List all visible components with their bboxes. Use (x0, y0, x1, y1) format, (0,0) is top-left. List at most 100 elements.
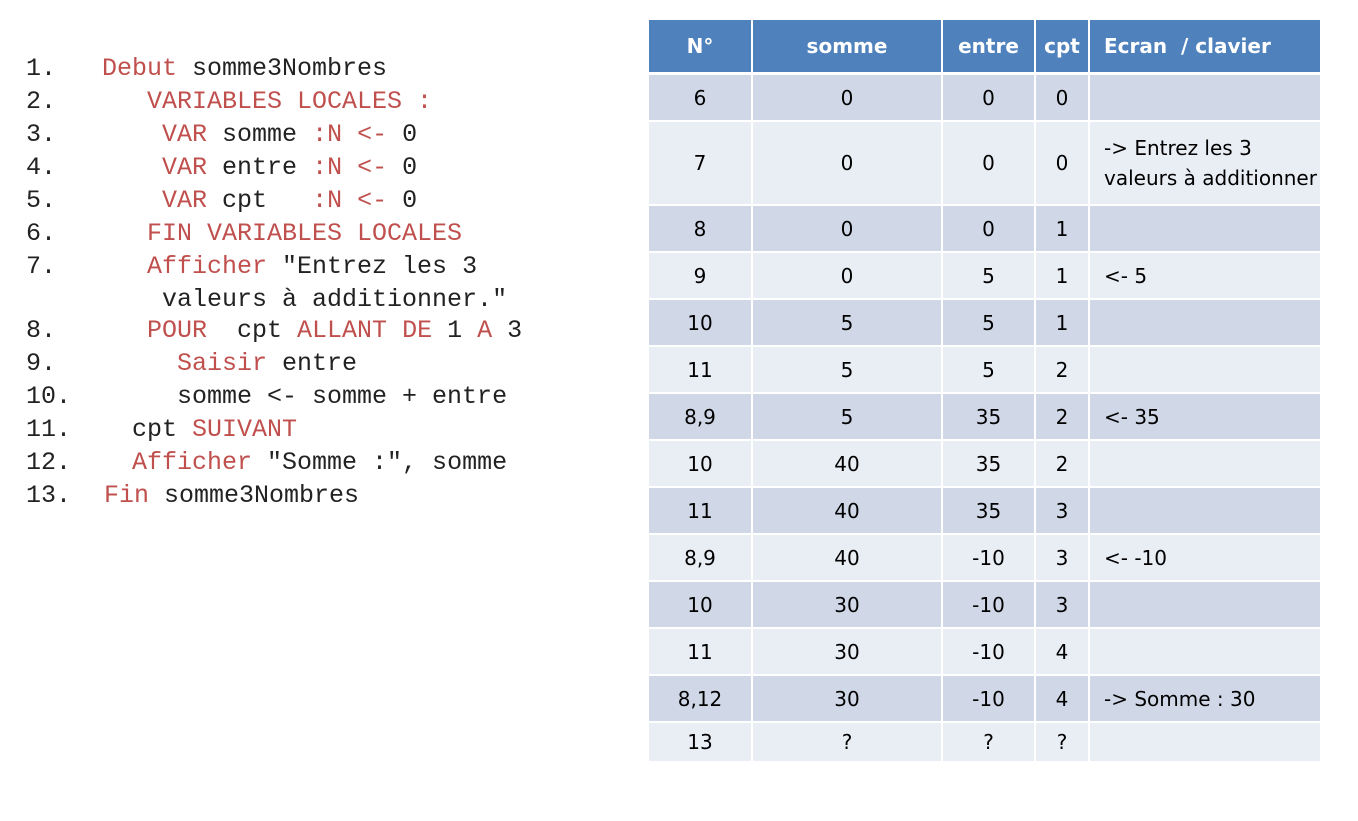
trace-row: 11 30 -10 4 (649, 628, 1322, 676)
cell-cpt: 0 (1035, 73, 1090, 122)
code-text: Debut somme3Nombres (102, 52, 387, 85)
cell-entre: 35 (942, 393, 1036, 441)
trace-row: 10 40 35 2 (649, 440, 1322, 488)
trace-row: 11 40 35 3 (649, 487, 1322, 535)
code-text: Saisir entre (102, 347, 357, 380)
cell-line-number: 13 (649, 722, 753, 763)
code-line: 9. Saisir entre (26, 347, 357, 380)
code-token: somme3Nombres (177, 54, 388, 83)
code-line: 10. somme <- somme + entre (26, 380, 507, 413)
trace-row: 8,12 30 -10 4 -> Somme : 30 (649, 675, 1322, 723)
code-token: 3 (492, 316, 523, 345)
code-token: cpt (207, 186, 313, 215)
line-number: 11. (26, 415, 72, 444)
cell-somme: 40 (752, 534, 943, 582)
code-token: cpt (102, 415, 193, 444)
cell-cpt: ? (1035, 722, 1090, 763)
code-text: VARIABLES LOCALES : (102, 85, 432, 118)
cell-cpt: 2 (1035, 393, 1090, 441)
cell-line-number: 10 (649, 581, 753, 629)
cell-line-number: 8 (649, 205, 753, 253)
line-number: 12. (26, 448, 72, 477)
keyword: ALLANT DE (297, 316, 433, 345)
cell-somme: 30 (752, 675, 943, 723)
line-number: 9. (26, 349, 57, 378)
trace-row: 7 0 0 0 -> Entrez les 3 valeurs à additionne… (649, 121, 1322, 206)
line-number: 5. (26, 186, 57, 215)
cell-cpt: 2 (1035, 440, 1090, 488)
keyword: Fin (104, 481, 150, 510)
cell-entre: 35 (942, 487, 1036, 535)
cell-line-number: 11 (649, 628, 753, 676)
cell-entre: 5 (942, 346, 1036, 394)
keyword: VAR (102, 120, 208, 149)
header-somme: somme (752, 20, 943, 75)
code-line: 11. cpt SUIVANT (26, 413, 297, 446)
trace-row: 9 0 5 1 <- 5 (649, 252, 1322, 300)
keyword: :N <- (312, 186, 388, 215)
cell-screen-keyboard: <- 5 (1089, 252, 1322, 300)
line-number: 13. (26, 481, 72, 510)
code-line: 8. POUR cpt ALLANT DE 1 A 3 (26, 314, 522, 347)
cell-screen-keyboard (1089, 299, 1322, 347)
keyword: VAR (102, 186, 208, 215)
trace-row: 11 5 5 2 (649, 346, 1322, 394)
code-line: 4. VAR entre :N <- 0 (26, 151, 417, 184)
cell-screen-keyboard (1089, 440, 1322, 488)
cell-line-number: 6 (649, 73, 753, 122)
cell-somme: 30 (752, 581, 943, 629)
cell-screen-keyboard (1089, 205, 1322, 253)
code-text: Afficher "Entrez les 3 valeurs à additio… (102, 250, 507, 316)
code-text: VAR entre :N <- 0 (102, 151, 417, 184)
code-line: 5. VAR cpt :N <- 0 (26, 184, 417, 217)
line-number: 8. (26, 316, 57, 345)
cell-entre: 5 (942, 252, 1036, 300)
cell-line-number: 8,12 (649, 675, 753, 723)
cell-line-number: 7 (649, 121, 753, 206)
line-number: 7. (26, 252, 57, 281)
keyword: Saisir (102, 349, 268, 378)
line-number: 1. (26, 54, 57, 83)
cell-cpt: 1 (1035, 299, 1090, 347)
cell-somme: ? (752, 722, 943, 763)
cell-screen-keyboard: <- 35 (1089, 393, 1322, 441)
cell-screen-keyboard: -> Somme : 30 (1089, 675, 1322, 723)
cell-somme: 0 (752, 121, 943, 206)
code-line: 6. FIN VARIABLES LOCALES (26, 217, 462, 250)
keyword: Debut (102, 54, 178, 83)
code-line: 1. Debut somme3Nombres (26, 52, 387, 85)
cell-line-number: 10 (649, 299, 753, 347)
code-text: Fin somme3Nombres (104, 479, 359, 512)
code-token: 0 (387, 186, 418, 215)
cell-cpt: 3 (1035, 487, 1090, 535)
cell-screen-keyboard (1089, 346, 1322, 394)
cell-line-number: 10 (649, 440, 753, 488)
cell-somme: 30 (752, 628, 943, 676)
code-text: VAR somme :N <- 0 (102, 118, 417, 151)
cell-somme: 40 (752, 440, 943, 488)
cell-entre: ? (942, 722, 1036, 763)
cell-screen-keyboard: <- -10 (1089, 534, 1322, 582)
code-text: VAR cpt :N <- 0 (102, 184, 417, 217)
cell-somme: 5 (752, 393, 943, 441)
keyword: A (477, 316, 493, 345)
keyword: :N <- (312, 120, 388, 149)
cell-somme: 0 (752, 205, 943, 253)
trace-header-row: N° somme entre cpt Ecran / clavier (649, 20, 1322, 75)
cell-entre: 0 (942, 205, 1036, 253)
keyword: VARIABLES LOCALES : (102, 87, 433, 116)
trace-row: 8,9 5 35 2 <- 35 (649, 393, 1322, 441)
cell-screen-keyboard (1089, 628, 1322, 676)
keyword: VAR (102, 153, 208, 182)
header-screen-keyboard: Ecran / clavier (1089, 20, 1322, 75)
code-line: 13. Fin somme3Nombres (26, 479, 359, 512)
line-number: 2. (26, 87, 57, 116)
cell-line-number: 9 (649, 252, 753, 300)
cell-entre: -10 (942, 628, 1036, 676)
trace-row: 13??? (649, 722, 1322, 763)
cell-somme: 40 (752, 487, 943, 535)
keyword: :N <- (312, 153, 388, 182)
code-token: somme3Nombres (149, 481, 360, 510)
